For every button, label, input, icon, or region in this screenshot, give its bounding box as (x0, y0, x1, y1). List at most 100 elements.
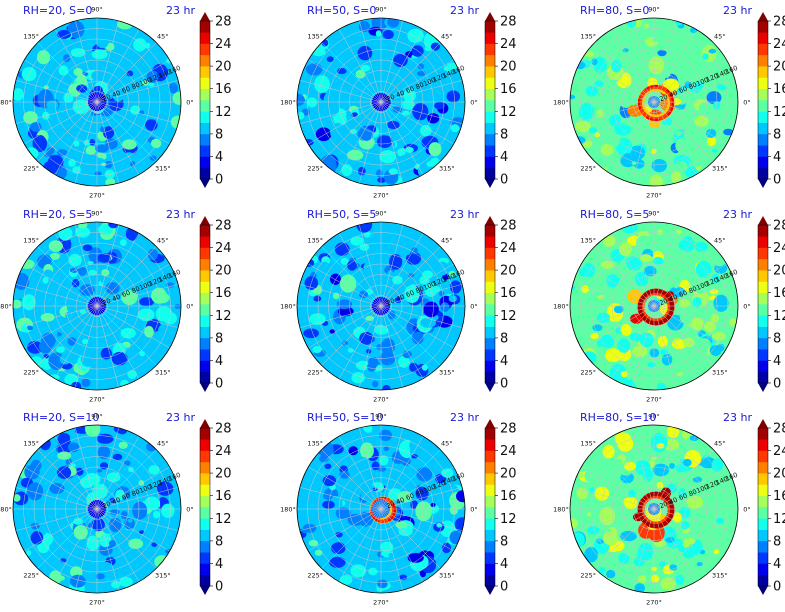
contour-patch (403, 88, 416, 103)
contour-patch (680, 520, 690, 530)
contour-patch (376, 60, 389, 68)
contour-patch (658, 561, 666, 568)
angle-tick-label: 45° (714, 237, 726, 245)
contour-patch (667, 314, 684, 331)
contour-patch (349, 129, 358, 135)
grid-spoke (308, 263, 382, 307)
grid-spoke (96, 508, 179, 531)
contour-patch (584, 50, 595, 58)
contour-patch (637, 542, 654, 561)
radius-tick-label: 80 (687, 285, 698, 296)
grid-spoke (380, 305, 454, 349)
colorbar-tick-label: 12 (773, 105, 785, 120)
grid-spoke (653, 305, 727, 349)
contour-patch (433, 261, 450, 276)
contour-patch (126, 70, 134, 77)
colorbar-bin (758, 371, 768, 384)
colorbar-tick-label: 28 (500, 422, 517, 437)
colorbar-bin (200, 111, 210, 123)
contour-patch (570, 94, 576, 100)
radius-tick-label: 40 (111, 293, 122, 304)
colorbar-bin (758, 247, 768, 260)
grid-spoke (338, 29, 382, 103)
contour-patch (609, 363, 627, 383)
radius-tick-label: 60 (405, 289, 416, 300)
contour-patch (91, 70, 106, 82)
radius-tick-label: 80 (687, 488, 698, 499)
contour-patch (149, 359, 158, 365)
grid-spoke (653, 101, 697, 175)
colorbar-frame (757, 427, 769, 587)
radius-tick-label: 40 (668, 293, 679, 304)
angle-tick-label: 0° (470, 303, 477, 311)
grid-spoke (380, 101, 441, 162)
angle-tick-label: 225° (23, 571, 39, 579)
contour-patch (80, 446, 92, 455)
contour-patch (578, 102, 595, 121)
contour-patch (60, 558, 67, 563)
contour-patch (386, 231, 399, 243)
contour-patch (723, 128, 734, 136)
contour-patch (602, 444, 615, 459)
grid-spoke (75, 508, 98, 591)
angle-tick-label: 135° (23, 237, 39, 245)
grid-spoke (611, 233, 655, 307)
grid-spoke (653, 305, 714, 366)
grid-spoke (581, 59, 655, 103)
grid-spoke (96, 449, 157, 510)
contour-patch (399, 24, 409, 31)
grid-spoke (96, 263, 170, 307)
colorbar-extend-max (485, 419, 495, 428)
contour-patch (661, 353, 673, 366)
contour-patch (629, 332, 642, 342)
contour-patch (82, 338, 88, 345)
grid-spoke (632, 305, 655, 388)
contour-patch (145, 42, 151, 49)
contour-patch (695, 286, 706, 294)
colorbar-tick-label: 28 (215, 15, 232, 30)
colorbar-tick-label: 0 (773, 173, 781, 188)
grid-spoke (653, 449, 714, 510)
grid-spoke (380, 42, 441, 103)
grid-spoke (96, 80, 179, 103)
contour-patch (596, 340, 603, 347)
colorbar-bin (758, 122, 768, 135)
contour-patch (76, 74, 87, 87)
contour-patch (676, 478, 691, 490)
contour-patch (128, 538, 144, 549)
contour-patch (121, 290, 138, 306)
grid-spoke (632, 508, 655, 591)
contour-patch (620, 153, 636, 168)
colorbar-tick-label: 8 (773, 127, 781, 142)
contour-patch (127, 518, 133, 523)
contour-patch (656, 481, 664, 489)
grid-spoke (96, 427, 119, 510)
contour-patch (575, 120, 591, 133)
contour-field (297, 425, 465, 592)
panel-title: RH=80, S=10 (580, 411, 656, 424)
colorbar-tick-label: 16 (500, 82, 517, 97)
contour-patch (117, 554, 128, 563)
panel-title: RH=20, S=5 (23, 208, 92, 221)
contour-patch (297, 111, 305, 120)
grid-spoke (54, 101, 98, 175)
contour-patch (721, 339, 730, 346)
radius-tick-label: 60 (678, 492, 689, 503)
contour-patch (377, 465, 387, 472)
polar-frame (12, 17, 182, 187)
contour-patch (420, 124, 432, 137)
contour-patch (329, 329, 336, 334)
angle-tick-label: 135° (307, 440, 323, 448)
grid-spoke (37, 246, 98, 307)
radius-tick-label: 60 (405, 492, 416, 503)
colorbar-bin (758, 552, 768, 564)
contour-patch (454, 517, 465, 532)
colorbar-bin (758, 518, 768, 530)
grid-spoke (321, 305, 382, 366)
colorbar-tick-label: 28 (500, 15, 517, 30)
colorbar-bin (485, 167, 495, 180)
radius-tick-label: 40 (395, 293, 406, 304)
contour-patch (360, 64, 371, 72)
contour-patch (110, 508, 120, 516)
